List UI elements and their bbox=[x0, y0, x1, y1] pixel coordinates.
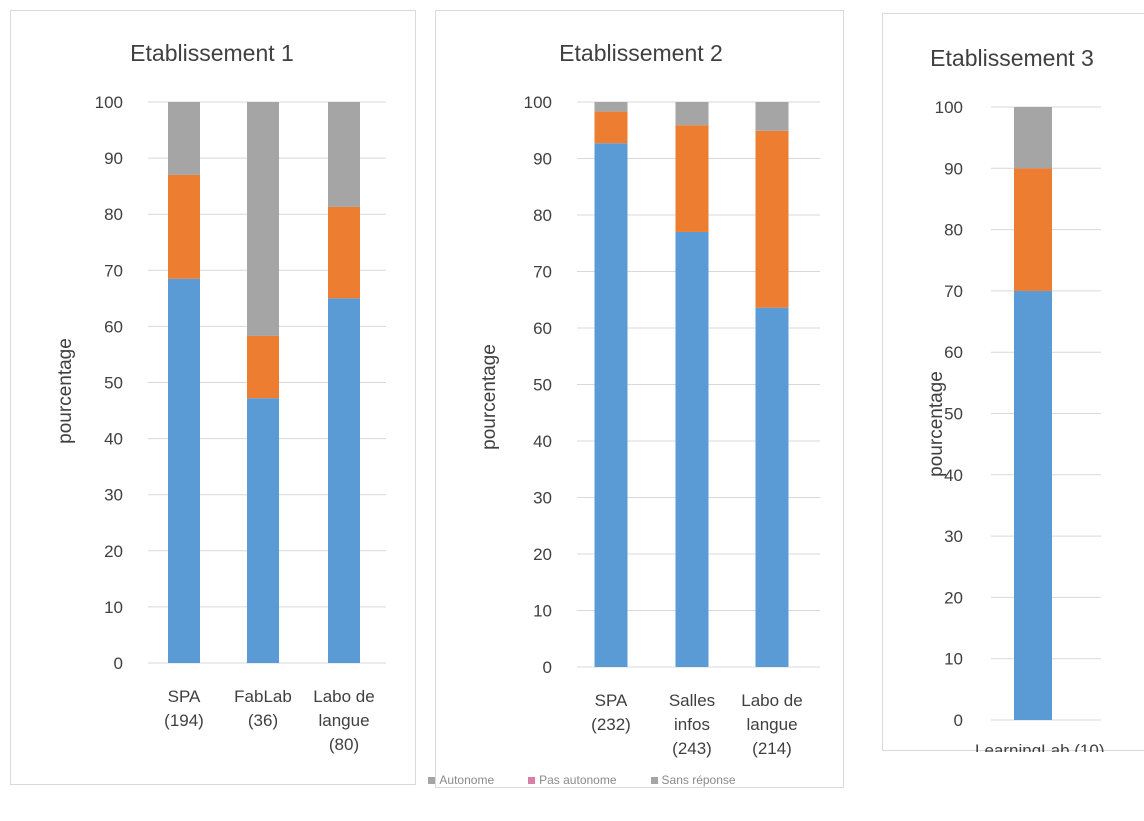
y-tick-label: 50 bbox=[104, 374, 123, 393]
y-tick-label: 40 bbox=[104, 430, 123, 449]
bar-segment-pas-autonome bbox=[594, 111, 628, 144]
y-tick-label: 30 bbox=[104, 486, 123, 505]
y-tick-label: 80 bbox=[944, 221, 963, 240]
chart-panel-etablissement-2: Etablissement 2 0 10 20 30 40 50 60 70 80 90 100 pou… bbox=[435, 10, 844, 788]
bar-segment-pas-autonome bbox=[168, 174, 200, 279]
x-category-label: Salles infos (243) bbox=[669, 691, 715, 758]
bar-segment-autonome bbox=[1014, 290, 1052, 720]
y-tick-label: 20 bbox=[533, 545, 552, 564]
chart-etablissement-2: Etablissement 2 0 10 20 30 40 50 60 70 80 90 100 pou… bbox=[479, 40, 820, 758]
chart-title: Etablissement 2 bbox=[559, 40, 723, 66]
legend-swatch bbox=[528, 776, 536, 784]
bar-segment-sans-r-ponse bbox=[168, 102, 200, 175]
y-tick-label: 90 bbox=[104, 149, 123, 168]
x-category-label: FabLab (36) bbox=[234, 687, 292, 730]
legend-label: Autonome bbox=[439, 773, 495, 787]
y-tick-label: 30 bbox=[533, 489, 552, 508]
bar-segment-autonome bbox=[675, 231, 709, 667]
chart-title: Etablissement 3 bbox=[930, 45, 1094, 71]
x-category-label: LearningLab (10) bbox=[975, 741, 1104, 752]
bar-segment-pas-autonome bbox=[675, 125, 709, 232]
y-tick-label: 100 bbox=[935, 98, 963, 117]
legend-item: Autonome bbox=[428, 773, 494, 787]
y-tick-label: 50 bbox=[533, 376, 552, 395]
legend-swatch bbox=[428, 776, 436, 784]
y-tick-label: 40 bbox=[944, 466, 963, 485]
bar-segment-sans-r-ponse bbox=[1014, 107, 1052, 169]
y-tick-label: 80 bbox=[104, 205, 123, 224]
y-tick-label: 90 bbox=[533, 150, 552, 169]
legend-label: Pas autonome bbox=[539, 773, 617, 787]
bar-segment-sans-r-ponse bbox=[594, 102, 628, 112]
chart-panel-etablissement-1: Etablissement 1 0 10 20 30 40 50 60 70 80 90 100 pou… bbox=[10, 10, 416, 785]
y-tick-label: 80 bbox=[533, 206, 552, 225]
chart-panel-etablissement-3: Etablissement 3 0 10 20 30 40 50 60 70 80 90 100 pou… bbox=[882, 13, 1144, 752]
bar-segment-autonome bbox=[755, 307, 789, 667]
y-axis-label: pourcentage bbox=[55, 338, 76, 444]
legend-label: Sans réponse bbox=[661, 773, 736, 787]
y-tick-label: 50 bbox=[944, 405, 963, 424]
chart-title: Etablissement 1 bbox=[130, 40, 294, 66]
bar-segment-pas-autonome bbox=[328, 206, 360, 299]
y-tick-label: 100 bbox=[95, 93, 123, 112]
legend-item: Sans réponse bbox=[650, 773, 736, 787]
x-category-label: Labo de langue (214) bbox=[741, 691, 802, 758]
chart-legend: Autonome Pas autonome Sans réponse bbox=[0, 769, 1144, 791]
y-tick-label: 10 bbox=[533, 602, 552, 621]
y-tick-label: 0 bbox=[954, 711, 963, 730]
bar-segment-pas-autonome bbox=[1014, 168, 1052, 291]
y-axis-label: pourcentage bbox=[926, 371, 947, 477]
y-tick-label: 90 bbox=[944, 159, 963, 178]
x-category-label: SPA (232) bbox=[591, 691, 631, 734]
y-axis-label: pourcentage bbox=[479, 344, 500, 450]
y-tick-label: 40 bbox=[533, 432, 552, 451]
bar-segment-autonome bbox=[168, 278, 200, 663]
y-tick-label: 60 bbox=[104, 317, 123, 336]
chart-etablissement-3: Etablissement 3 0 10 20 30 40 50 60 70 80 90 100 pou… bbox=[926, 45, 1104, 752]
bar-segment-autonome bbox=[328, 298, 360, 663]
x-category-label: SPA (194) bbox=[164, 687, 204, 730]
bar-segment-autonome bbox=[247, 398, 279, 663]
bar-segment-autonome bbox=[594, 143, 628, 667]
y-tick-label: 60 bbox=[533, 319, 552, 338]
x-category-label: Labo de langue (80) bbox=[313, 687, 374, 754]
bar-segment-pas-autonome bbox=[755, 130, 789, 308]
y-tick-label: 20 bbox=[944, 588, 963, 607]
legend-swatch bbox=[650, 776, 658, 784]
y-tick-label: 10 bbox=[104, 598, 123, 617]
bar-segment-sans-r-ponse bbox=[755, 102, 789, 131]
bar-segment-pas-autonome bbox=[247, 335, 279, 399]
bar-segment-sans-r-ponse bbox=[675, 102, 709, 126]
bar-segment-sans-r-ponse bbox=[247, 102, 279, 336]
y-tick-label: 10 bbox=[944, 650, 963, 669]
y-tick-label: 20 bbox=[104, 542, 123, 561]
y-tick-label: 100 bbox=[524, 93, 552, 112]
y-tick-label: 70 bbox=[944, 282, 963, 301]
bar-segment-sans-r-ponse bbox=[328, 102, 360, 207]
y-tick-label: 0 bbox=[114, 654, 123, 673]
y-tick-label: 0 bbox=[543, 658, 552, 677]
legend-item: Pas autonome bbox=[528, 773, 617, 787]
chart-etablissement-1: Etablissement 1 0 10 20 30 40 50 60 70 80 90 100 pou… bbox=[55, 40, 386, 754]
y-tick-label: 60 bbox=[944, 343, 963, 362]
y-tick-label: 70 bbox=[104, 261, 123, 280]
y-tick-label: 30 bbox=[944, 527, 963, 546]
y-tick-label: 70 bbox=[533, 263, 552, 282]
